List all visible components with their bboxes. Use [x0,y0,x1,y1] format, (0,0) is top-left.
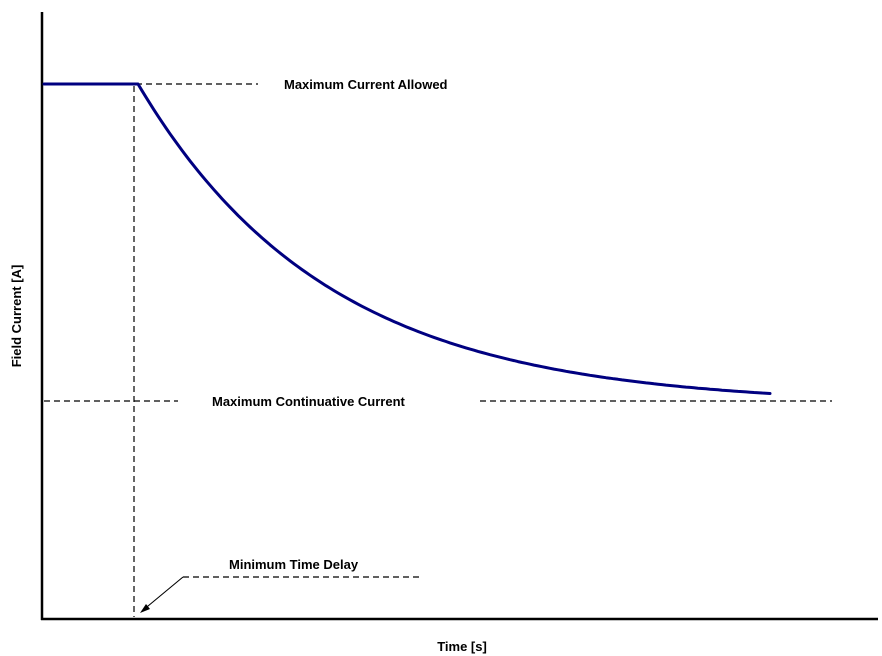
arrow-head-icon [140,604,150,613]
field-current-curve [42,82,772,395]
max-continuative-label: Maximum Continuative Current [212,394,406,409]
x-axis-label: Time [s] [437,639,487,654]
max-current-allowed-label: Maximum Current Allowed [284,77,448,92]
min-time-delay-arrow [141,576,184,612]
min-time-delay-label: Minimum Time Delay [229,557,359,572]
y-axis-label: Field Current [A] [9,265,24,368]
